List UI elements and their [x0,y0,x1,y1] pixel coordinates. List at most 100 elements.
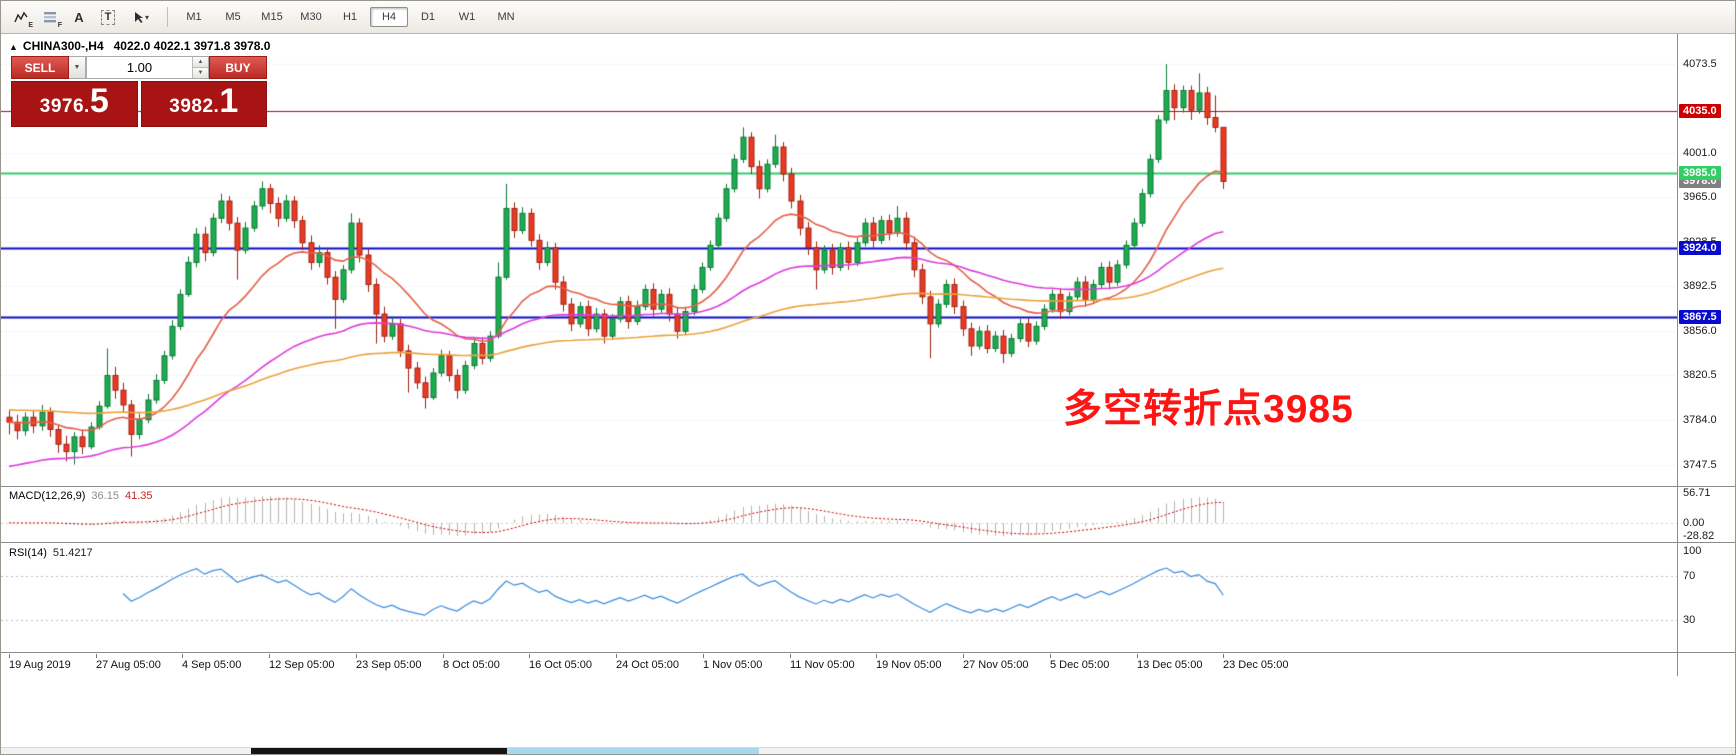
time-tick [443,654,444,658]
rsi-axis-value: 70 [1683,570,1696,583]
macd-axis-value: 56.71 [1683,487,1711,499]
sell-button[interactable]: SELL [11,56,69,79]
price-tick: 4073.5 [1683,58,1717,71]
timeframe-h4[interactable]: H4 [370,7,408,27]
macd-label: MACD(12,26,9) 36.15 41.35 [9,490,152,502]
timeframe-w1[interactable]: W1 [458,11,476,23]
macd-name: MACD(12,26,9) [9,490,86,502]
time-label: 12 Sep 05:00 [269,659,335,671]
time-tick [1223,654,1224,658]
timeframe-d1[interactable]: D1 [420,11,436,23]
macd-panel: MACD(12,26,9) 36.15 41.35 56.71 0.00 -28.82 [1,487,1735,543]
time-label: 19 Nov 05:00 [876,659,942,671]
list-glyph [44,11,56,22]
timeframe-bar: M1 M5 M15 M30 H1 H4 D1 W1 MN [175,7,526,27]
price-tick: 3856.0 [1683,325,1717,338]
volume-field[interactable]: 1.00 ▲ ▼ [86,56,209,79]
ohlc-values: 4022.0 4022.1 3971.8 3978.0 [113,39,271,53]
chart-profile-icon[interactable]: E [7,4,35,30]
price-marker: 3924.0 [1679,240,1721,255]
time-label: 13 Dec 05:00 [1137,659,1203,671]
timeframe-mn[interactable]: MN [497,11,515,23]
timeframe-h1[interactable]: H1 [342,11,358,23]
time-tick [1137,654,1138,658]
cursor-tool-dropdown[interactable]: ▾ [123,4,159,30]
volume-stepper: ▲ ▼ [192,57,208,78]
tool-badge: F [57,22,62,29]
time-tick [963,654,964,658]
time-tick [790,654,791,658]
time-label: 19 Aug 2019 [9,659,71,671]
time-label: 11 Nov 05:00 [790,659,855,671]
chart-list-icon[interactable]: F [36,4,64,30]
sell-price-box[interactable]: 3976. 5 [11,81,138,127]
timeframe-m5[interactable]: M5 [225,11,241,23]
buy-price-box[interactable]: 3982. 1 [140,81,267,127]
chart-title: ▲ CHINA300-,H4 4022.0 4022.1 3971.8 3978.0 [9,39,270,53]
bottom-strip [1,747,1735,754]
one-click-toggle-icon[interactable]: ▲ [9,42,18,52]
macd-axis-value: -28.82 [1683,530,1715,542]
bottom-strip-segment [507,748,759,754]
time-label: 24 Oct 05:00 [616,659,679,671]
time-tick [356,654,357,658]
price-tick: 3820.5 [1683,368,1717,381]
timeframe-m15[interactable]: M15 [261,11,283,23]
one-click-trading-panel: SELL ▼ 1.00 ▲ ▼ BUY 3976. 5 [11,56,267,127]
tool-badge: E [28,22,33,29]
price-marker: 4035.0 [1679,104,1721,119]
timeframe-m30[interactable]: M30 [300,11,322,23]
font-tool-button[interactable]: A [65,4,93,30]
time-tick [9,654,10,658]
rsi-name: RSI(14) [9,547,47,559]
time-tick [876,654,877,658]
buy-button[interactable]: BUY [209,56,267,79]
timeframe-m1[interactable]: M1 [186,11,202,23]
text-tool-label: T [100,9,116,25]
chart-window: ▲ CHINA300-,H4 4022.0 4022.1 3971.8 3978.0… [1,34,1735,754]
volume-value[interactable]: 1.00 [126,60,153,75]
price-marker: 3985.0 [1679,165,1721,180]
sell-price: 3976. [39,96,90,117]
rsi-label: RSI(14) 51.4217 [9,547,93,559]
time-axis: 19 Aug 2019 27 Aug 05:00 4 Sep 05:00 12 Sep… [1,654,1735,676]
candlestick-glyph [13,11,28,23]
font-tool-label: A [74,9,84,25]
time-tick [703,654,704,658]
price-tick: 3747.5 [1683,458,1717,471]
volume-dropdown-button[interactable]: ▼ [69,56,86,79]
volume-up-button[interactable]: ▲ [193,57,208,68]
buy-price-big-digit: 1 [219,82,239,120]
buy-price: 3982. [169,96,220,117]
chart-annotation: 多空转折点3985 [1063,388,1354,431]
macd-canvas[interactable] [1,487,1677,542]
price-tick: 3784.0 [1683,413,1717,426]
bottom-strip-segment [251,748,507,754]
volume-down-button[interactable]: ▼ [193,68,208,78]
time-label: 4 Sep 05:00 [182,659,242,671]
time-label: 23 Sep 05:00 [356,659,422,671]
rsi-panel: RSI(14) 51.4217 100 70 30 [1,544,1735,653]
rsi-value: 51.4217 [52,547,93,559]
text-label-tool-button[interactable]: T [94,4,122,30]
main-chart-canvas[interactable] [1,34,1677,486]
time-tick [269,654,270,658]
toolbar-divider [167,7,168,27]
sell-price-big-digit: 5 [89,82,109,120]
time-tick [96,654,97,658]
rsi-axis-value: 30 [1683,613,1696,626]
axis-separator [1677,34,1678,676]
rsi-axis-value: 100 [1683,545,1702,557]
time-label: 16 Oct 05:00 [529,659,592,671]
time-tick [529,654,530,658]
chevron-down-icon: ▾ [144,12,149,22]
price-marker: 3867.5 [1679,310,1721,325]
price-tick: 3965.0 [1683,191,1717,204]
cursor-icon [134,11,143,23]
time-label: 23 Dec 05:00 [1223,659,1289,671]
price-tick: 4001.0 [1683,147,1717,160]
rsi-canvas[interactable] [1,544,1677,652]
macd-signal-value: 41.35 [124,490,153,502]
time-label: 1 Nov 05:00 [703,659,763,671]
